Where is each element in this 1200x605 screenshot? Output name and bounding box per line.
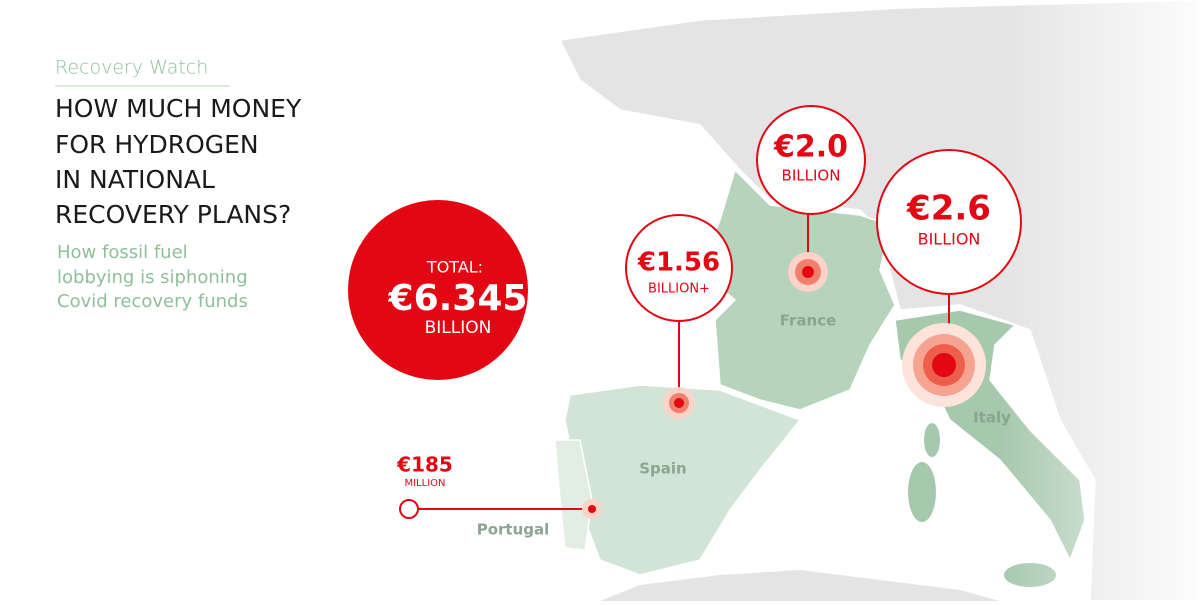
corsica bbox=[924, 423, 940, 457]
unit: BILLION bbox=[782, 167, 841, 185]
total-label: TOTAL: bbox=[426, 258, 483, 277]
title-line: FOR HYDROGEN bbox=[55, 130, 259, 159]
portugal-shape bbox=[554, 439, 593, 551]
subtitle-line: Covid recovery funds bbox=[57, 291, 248, 312]
kicker: Recovery Watch bbox=[55, 57, 208, 79]
hotspot bbox=[932, 353, 956, 377]
unit: MILLION bbox=[404, 478, 445, 489]
amount-bubble bbox=[756, 105, 866, 215]
total-circle bbox=[348, 200, 528, 380]
subtitle-line: lobbying is siphoning bbox=[57, 267, 248, 288]
hotspot bbox=[802, 266, 814, 278]
amount-bubble bbox=[876, 149, 1022, 295]
subtitle-line: How fossil fuel bbox=[57, 242, 188, 263]
amount: €2.0 bbox=[773, 130, 848, 165]
right-fade bbox=[1000, 0, 1200, 601]
hotspot bbox=[588, 505, 596, 513]
title-line: IN NATIONAL bbox=[55, 165, 215, 194]
unit: BILLION bbox=[918, 230, 981, 249]
map bbox=[554, 0, 1200, 602]
africa-land bbox=[600, 570, 1000, 601]
title-line: HOW MUCH MONEY bbox=[55, 94, 302, 123]
country-label: Portugal bbox=[477, 521, 550, 539]
hotspot bbox=[674, 398, 684, 408]
amount-bubble bbox=[625, 214, 733, 322]
country-label: France bbox=[780, 312, 837, 330]
amount: €2.6 bbox=[906, 189, 991, 229]
unit: BILLION+ bbox=[648, 282, 710, 297]
title-line: RECOVERY PLANS? bbox=[55, 200, 291, 229]
total-unit: BILLION bbox=[425, 318, 492, 338]
country-label: Spain bbox=[639, 460, 686, 478]
amount: €1.56 bbox=[637, 248, 720, 278]
sardinia bbox=[908, 462, 936, 522]
total-amount: €6.345 bbox=[388, 278, 528, 319]
amount: €185 bbox=[396, 453, 453, 477]
amount-marker bbox=[399, 499, 419, 519]
country-label: Italy bbox=[973, 409, 1011, 427]
